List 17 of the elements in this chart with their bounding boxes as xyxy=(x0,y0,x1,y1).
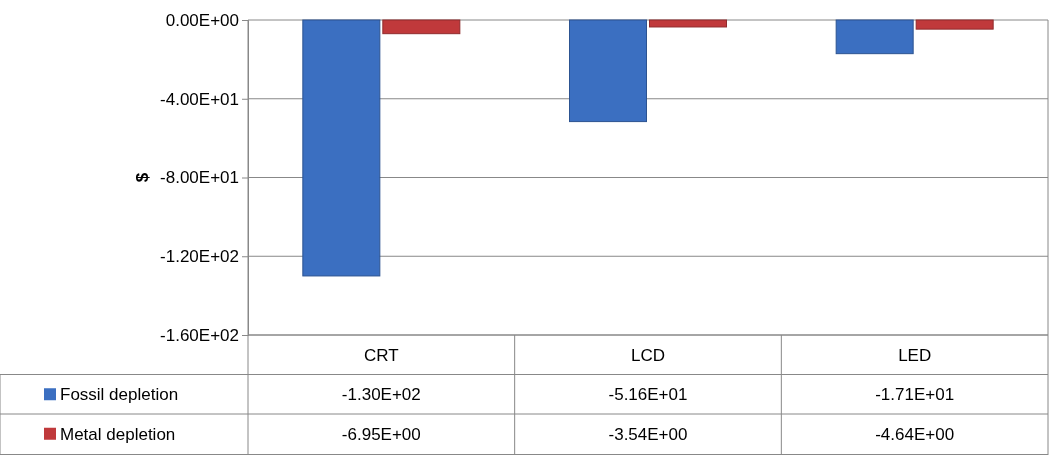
x-tick-label: LED xyxy=(898,345,932,365)
legend-label: Metal depletion xyxy=(60,424,176,444)
data-label: -6.95E+00 xyxy=(341,424,421,444)
x-tick-label: CRT xyxy=(364,345,399,365)
data-label: -5.16E+01 xyxy=(608,385,688,405)
data-label: -1.71E+01 xyxy=(875,385,955,405)
x-tick-label: LCD xyxy=(630,345,666,365)
y-tick-label: -1.60E+02 xyxy=(160,325,239,345)
data-label: -3.54E+00 xyxy=(608,424,688,444)
y-axis-title: $ xyxy=(133,172,152,183)
data-label: -1.30E+02 xyxy=(341,385,421,405)
y-tick-label: -1.20E+02 xyxy=(160,247,239,267)
y-tick-label: -8.00E+01 xyxy=(160,168,239,188)
y-tick-label: 0.00E+00 xyxy=(165,10,239,30)
data-label: -4.64E+00 xyxy=(875,424,955,444)
legend-label: Fossil depletion xyxy=(60,385,179,405)
y-tick-label: -4.00E+01 xyxy=(160,89,239,109)
